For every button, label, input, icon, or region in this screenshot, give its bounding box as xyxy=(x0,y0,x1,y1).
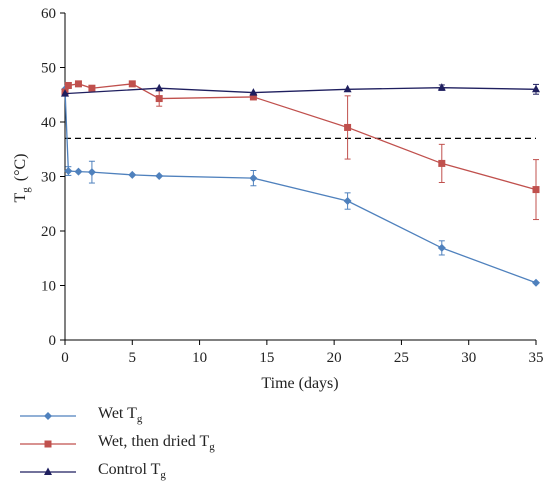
series-line xyxy=(64,89,537,284)
x-tick-label: 0 xyxy=(61,350,69,366)
data-point xyxy=(249,88,258,96)
y-tick-label: 0 xyxy=(49,333,57,349)
legend-swatch-wet xyxy=(20,412,76,420)
legend-swatch-marker xyxy=(44,467,52,475)
legend-swatch-marker xyxy=(44,440,52,448)
legend-label-wet-dried-sub: g xyxy=(209,441,215,454)
legend: Wet Tg Wet, then dried Tg Control Tg xyxy=(18,404,318,488)
data-point xyxy=(249,174,258,183)
series-1 xyxy=(61,80,540,221)
y-axis-title: Tg (°C) xyxy=(12,153,32,202)
y-tick-label: 30 xyxy=(41,170,56,186)
legend-label-control-main: Control T xyxy=(98,461,161,478)
series-2 xyxy=(61,83,540,97)
x-tick-label: 10 xyxy=(192,350,207,366)
x-tick-label: 30 xyxy=(461,350,476,366)
y-tick-label: 50 xyxy=(41,61,56,77)
y-tick-label: 10 xyxy=(41,279,56,295)
series-line xyxy=(64,83,537,191)
legend-item-control: Control Tg xyxy=(18,460,318,488)
data-point xyxy=(74,80,82,88)
y-axis-title-unit: (°C) xyxy=(12,153,29,181)
y-tick-label: 20 xyxy=(41,224,56,240)
y-axis-title-main: T xyxy=(12,193,29,203)
data-point xyxy=(61,89,69,97)
x-tick-label: 5 xyxy=(129,350,137,366)
legend-label-control: Control Tg xyxy=(98,460,166,485)
data-point xyxy=(87,168,96,177)
legend-label-wet-dried: Wet, then dried Tg xyxy=(98,432,215,457)
series-line xyxy=(64,87,537,95)
series-0 xyxy=(61,85,540,287)
data-point xyxy=(437,83,446,91)
legend-label-wet: Wet Tg xyxy=(98,404,142,429)
data-point xyxy=(437,243,446,252)
data-point xyxy=(249,93,257,101)
y-axis-title-sub: g xyxy=(20,187,32,193)
axes xyxy=(64,13,536,341)
data-point xyxy=(438,159,446,167)
legend-swatch-marker xyxy=(44,412,52,420)
data-point xyxy=(155,171,164,180)
data-point xyxy=(532,186,540,194)
legend-item-wet-dried: Wet, then dried Tg xyxy=(18,432,318,460)
data-point xyxy=(128,170,137,179)
data-point xyxy=(64,81,72,89)
series-group xyxy=(61,80,540,287)
data-point xyxy=(532,278,540,287)
legend-swatch-wet-dried xyxy=(20,440,76,448)
legend-label-wet-main: Wet T xyxy=(98,405,137,422)
x-tick-label: 35 xyxy=(529,350,544,366)
legend-label-control-sub: g xyxy=(160,469,166,482)
legend-item-wet: Wet Tg xyxy=(18,404,318,432)
x-axis-title: Time (days) xyxy=(261,375,338,392)
legend-label-wet-sub: g xyxy=(136,413,143,426)
data-point xyxy=(532,84,540,93)
x-tick-label: 25 xyxy=(394,350,409,366)
legend-label-wet-dried-main: Wet, then dried T xyxy=(98,433,210,450)
y-tick-label: 40 xyxy=(41,115,56,131)
x-tick-label: 15 xyxy=(259,350,274,366)
legend-swatch-control xyxy=(20,467,76,475)
data-point xyxy=(155,83,164,92)
data-point xyxy=(64,167,73,176)
data-point xyxy=(155,95,163,103)
data-point xyxy=(344,123,352,131)
ticks: 0 10 20 30 40 50 60 0 5 10 15 20 25 30 35 xyxy=(41,6,544,366)
data-point xyxy=(128,80,136,88)
data-point xyxy=(74,167,83,176)
data-point xyxy=(343,197,352,206)
x-tick-label: 20 xyxy=(327,350,342,366)
data-point xyxy=(88,84,96,92)
data-point xyxy=(343,84,352,93)
y-tick-label: 60 xyxy=(41,6,56,22)
